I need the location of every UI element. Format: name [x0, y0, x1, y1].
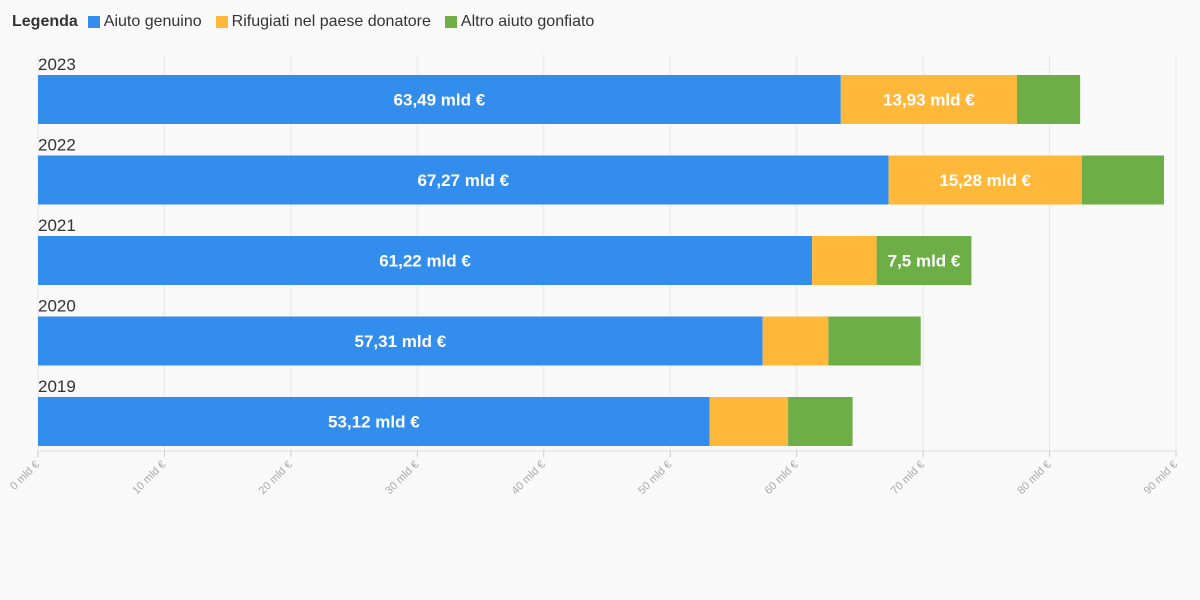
legend-item-rifugiati[interactable]: Rifugiati nel paese donatore: [215, 13, 431, 31]
bar-value-label: 7,5 mld €: [888, 252, 961, 271]
legend-swatch-altro-aiuto: [444, 16, 457, 28]
bar-segment[interactable]: [888, 155, 1082, 205]
legend-item-altro-aiuto[interactable]: Altro aiuto gonfiato: [444, 13, 595, 31]
bar-segment[interactable]: [828, 316, 921, 366]
bar-segment[interactable]: [840, 75, 1017, 124]
bar-value-label: 57,31 mld €: [354, 332, 446, 351]
x-tick-label: 50 mld €: [636, 459, 674, 497]
legend-item-aiuto-genuino[interactable]: Aiuto genuino: [87, 13, 202, 31]
category-label: 2022: [38, 136, 76, 155]
x-tick-label: 20 mld €: [257, 459, 295, 497]
legend-swatch-rifugiati: [215, 16, 228, 28]
x-tick-label: 60 mld €: [762, 459, 800, 497]
x-tick-label: 40 mld €: [510, 459, 548, 497]
legend-title: Legenda: [12, 13, 78, 30]
bar-segment[interactable]: [876, 236, 972, 285]
x-tick-label: 10 mld €: [130, 459, 168, 497]
legend-label: Aiuto genuino: [103, 13, 202, 30]
x-tick-label: 90 mld €: [1142, 459, 1180, 497]
bar-segment[interactable]: [812, 236, 877, 285]
bar-segment[interactable]: [788, 397, 853, 446]
bar-segment[interactable]: [38, 397, 710, 446]
x-axis: 0 mld € 10 mld € 20 mld € 30 mld € 40 mld € 5…: [8, 450, 1180, 497]
category-label: 2020: [38, 297, 76, 316]
category-label: 2023: [38, 55, 76, 74]
bar-segment[interactable]: [709, 397, 789, 446]
bar-segment[interactable]: [1081, 155, 1164, 205]
x-tick-label: 70 mld €: [889, 459, 927, 497]
chart-legend: Legenda Aiuto genuino Rifugiati nel paes…: [12, 13, 608, 31]
legend-swatch-aiuto-genuino: [87, 16, 100, 28]
bar-segment[interactable]: [38, 155, 889, 205]
category-label: 2021: [38, 216, 76, 235]
bar-value-label: 67,27 mld €: [417, 171, 509, 190]
bar-value-label: 63,49 mld €: [394, 91, 486, 110]
bars-group: 2023 63,49 mld € 13,93 mld € 2022 67,27 mld …: [38, 55, 1164, 446]
bar-value-label: 13,93 mld €: [883, 91, 975, 110]
bar-value-label: 61,22 mld €: [379, 252, 471, 271]
bar-value-label: 53,12 mld €: [328, 413, 420, 432]
bar-value-label: 15,28 mld €: [939, 171, 1031, 190]
bar-segment[interactable]: [38, 236, 813, 285]
x-tick-label: 80 mld €: [1015, 459, 1053, 497]
x-tick-label: 30 mld €: [383, 459, 421, 497]
category-label: 2019: [38, 377, 76, 396]
bar-segment[interactable]: [38, 316, 763, 366]
x-tick-label: 0 mld €: [8, 459, 42, 493]
legend-label: Rifugiati nel paese donatore: [231, 13, 431, 30]
legend-label: Altro aiuto gonfiato: [460, 13, 595, 30]
bar-segment[interactable]: [762, 316, 829, 366]
bar-segment[interactable]: [1016, 75, 1081, 124]
bar-segment[interactable]: [38, 75, 841, 124]
